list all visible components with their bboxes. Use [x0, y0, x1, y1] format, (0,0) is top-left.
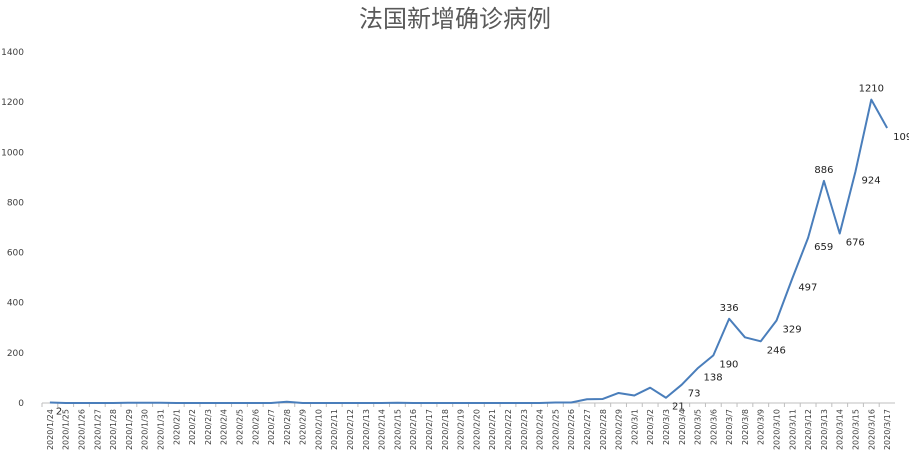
y-tick-label: 200 [7, 349, 24, 359]
data-label: 336 [720, 303, 739, 314]
x-tick-label: 2020/2/2 [188, 409, 197, 445]
x-tick-label: 2020/1/30 [141, 409, 150, 450]
x-tick-label: 2020/2/22 [504, 409, 513, 450]
data-label: 73 [688, 389, 701, 400]
x-tick-label: 2020/3/13 [820, 409, 829, 450]
x-tick-label: 2020/2/23 [520, 409, 529, 450]
data-label: 21 [672, 402, 685, 413]
x-tick-label: 2020/3/7 [725, 409, 734, 445]
x-tick-label: 2020/1/28 [109, 409, 118, 450]
x-tick-label: 2020/3/9 [757, 409, 766, 445]
x-tick-label: 2020/3/3 [662, 409, 671, 445]
x-tick-label: 2020/2/5 [235, 409, 244, 445]
x-tick-label: 2020/2/20 [472, 409, 481, 450]
x-tick-label: 2020/3/12 [804, 409, 813, 450]
x-tick-label: 2020/3/2 [646, 409, 655, 445]
x-tick-label: 2020/1/27 [93, 409, 102, 450]
data-label: 138 [704, 372, 723, 383]
x-tick-label: 2020/3/17 [883, 409, 892, 450]
x-tick-label: 2020/2/3 [204, 409, 213, 445]
x-tick-label: 2020/2/21 [488, 409, 497, 450]
data-label: 659 [814, 242, 833, 253]
x-tick-label: 2020/2/19 [457, 409, 466, 450]
x-tick-label: 2020/2/7 [267, 409, 276, 445]
x-tick-label: 2020/2/25 [551, 409, 560, 450]
data-label: 1210 [859, 84, 884, 95]
data-label: 497 [798, 282, 817, 293]
data-label: 190 [719, 359, 738, 370]
data-label: 886 [814, 165, 833, 176]
y-tick-label: 600 [7, 249, 24, 259]
x-tick-label: 2020/1/29 [125, 409, 134, 450]
x-tick-label: 2020/2/10 [314, 409, 323, 450]
x-tick-label: 2020/2/26 [567, 409, 576, 450]
data-label: 1097 [893, 132, 909, 143]
x-tick-label: 2020/1/31 [156, 409, 165, 450]
x-tick-label: 2020/3/6 [709, 409, 718, 445]
x-tick-label: 2020/2/8 [283, 409, 292, 445]
y-tick-label: 400 [7, 299, 24, 309]
x-tick-label: 2020/3/10 [773, 409, 782, 450]
y-tick-label: 800 [7, 198, 24, 208]
x-tick-label: 2020/2/29 [615, 409, 624, 450]
y-tick-label: 1200 [1, 98, 24, 108]
x-tick-label: 2020/2/28 [599, 409, 608, 450]
x-tick-label: 2020/1/26 [77, 409, 86, 450]
x-tick-label: 2020/2/12 [346, 409, 355, 450]
x-tick-label: 2020/3/11 [788, 409, 797, 450]
x-tick-label: 2020/3/16 [867, 409, 876, 450]
x-tick-label: 2020/3/15 [852, 409, 861, 450]
line-series [49, 98, 888, 404]
x-tick-label: 2020/2/14 [378, 409, 387, 450]
x-tick-label: 2020/2/15 [393, 409, 402, 450]
data-label: 924 [862, 175, 881, 186]
data-label: 2 [56, 406, 62, 417]
y-tick-label: 1400 [1, 48, 24, 58]
x-tick-label: 2020/3/4 [678, 409, 687, 445]
x-tick-label: 2020/2/4 [220, 409, 229, 445]
x-tick-label: 2020/2/17 [425, 409, 434, 450]
x-tick-label: 2020/3/14 [836, 409, 845, 450]
chart-title: 法国新增确诊病例 [359, 5, 551, 33]
x-tick-label: 2020/1/24 [46, 409, 55, 450]
y-tick-label: 1000 [1, 148, 24, 158]
data-label: 329 [783, 325, 802, 336]
x-tick-label: 2020/2/9 [299, 409, 308, 445]
x-tick-label: 2020/2/16 [409, 409, 418, 450]
x-tick-label: 2020/2/18 [441, 409, 450, 450]
x-tick-label: 2020/3/1 [630, 409, 639, 445]
x-tick-label: 2020/1/25 [62, 409, 71, 450]
x-tick-label: 2020/2/6 [251, 409, 260, 445]
x-tick-label: 2020/2/11 [330, 409, 339, 450]
data-label: 246 [767, 345, 786, 356]
x-tick-label: 2020/3/5 [694, 409, 703, 445]
x-tick-label: 2020/2/13 [362, 409, 371, 450]
y-tick-label: 0 [18, 399, 24, 409]
x-tick-label: 2020/2/24 [536, 409, 545, 450]
x-tick-label: 2020/2/1 [172, 409, 181, 445]
x-tick-label: 2020/3/8 [741, 409, 750, 445]
x-tick-label: 2020/2/27 [583, 409, 592, 450]
data-label: 676 [846, 238, 865, 249]
